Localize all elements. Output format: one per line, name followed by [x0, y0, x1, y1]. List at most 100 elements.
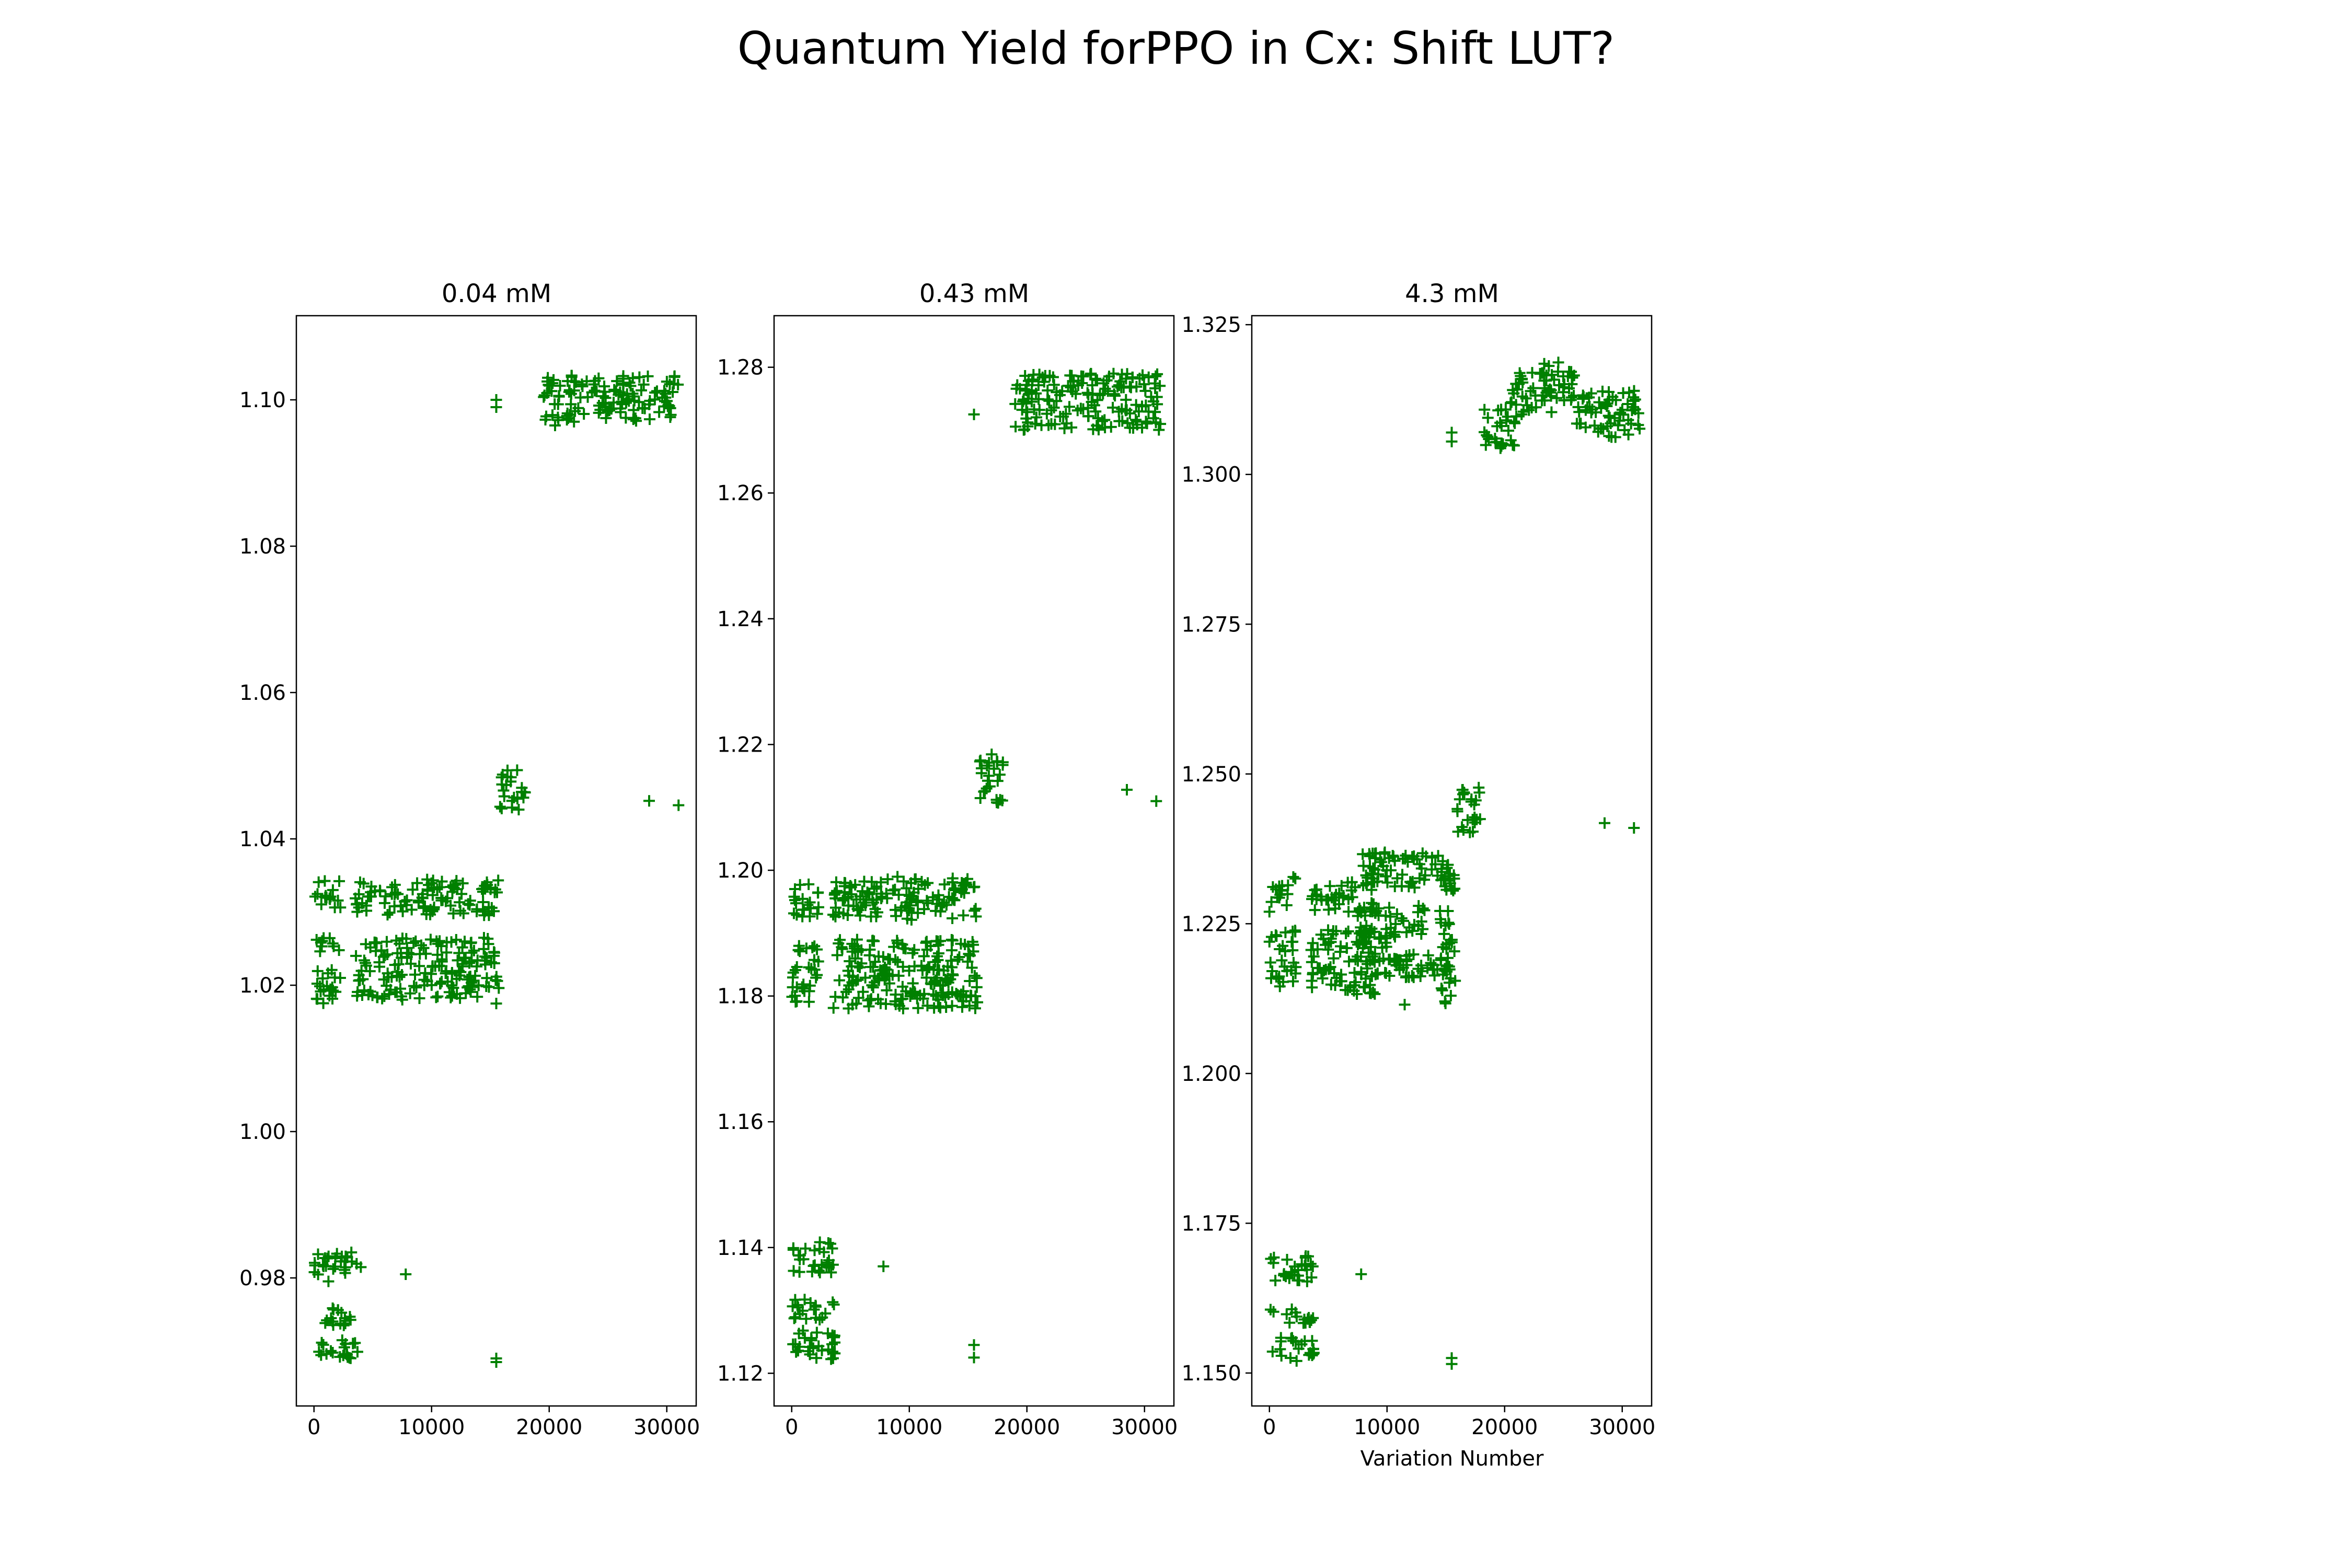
data-point	[1109, 390, 1121, 402]
data-point	[968, 1352, 980, 1364]
data-point	[935, 1002, 947, 1013]
data-point	[490, 401, 502, 413]
data-point	[1335, 880, 1347, 892]
data-point	[419, 900, 431, 912]
data-point	[335, 902, 347, 914]
data-point	[806, 1265, 818, 1277]
data-point	[332, 894, 344, 906]
data-point	[906, 907, 918, 919]
data-point	[1548, 374, 1560, 386]
data-point	[787, 1244, 799, 1256]
data-point	[667, 386, 679, 398]
data-point	[342, 1351, 354, 1363]
data-point	[333, 875, 345, 887]
data-point	[668, 371, 681, 383]
data-point	[1030, 387, 1042, 399]
data-point	[1293, 1274, 1305, 1286]
data-point	[664, 402, 676, 414]
data-point	[468, 944, 480, 956]
data-point	[1127, 372, 1139, 384]
data-point	[1376, 942, 1388, 954]
data-point	[565, 398, 577, 410]
data-point	[577, 381, 589, 393]
data-point	[1138, 378, 1150, 390]
data-point	[921, 895, 933, 907]
data-point	[1370, 905, 1382, 917]
data-point	[396, 952, 408, 964]
data-point	[414, 948, 426, 960]
data-point	[792, 1301, 804, 1313]
data-point	[1558, 395, 1570, 407]
data-point	[1573, 406, 1585, 418]
data-point	[793, 1266, 805, 1278]
data-point	[1536, 395, 1548, 407]
data-point	[1367, 954, 1379, 966]
data-point	[1367, 986, 1379, 998]
data-point	[355, 1261, 367, 1273]
data-point	[1559, 378, 1571, 390]
data-point	[968, 881, 980, 893]
data-point	[489, 883, 501, 895]
data-point	[445, 900, 457, 912]
data-point	[1267, 1306, 1279, 1318]
data-point	[813, 1243, 825, 1255]
data-point	[413, 960, 425, 972]
data-point	[1270, 971, 1282, 983]
x-tick-label: 10000	[1354, 1415, 1420, 1439]
data-point	[578, 408, 590, 420]
data-point	[1070, 388, 1082, 400]
data-point	[1062, 380, 1074, 392]
x-tick-label: 20000	[516, 1415, 582, 1439]
axes-frame	[1251, 315, 1653, 1407]
data-point	[351, 1346, 363, 1358]
data-point	[464, 984, 476, 996]
data-point	[879, 961, 891, 973]
data-point	[1016, 404, 1028, 416]
data-point	[1448, 869, 1460, 881]
data-point	[635, 384, 647, 396]
data-point	[371, 937, 383, 949]
data-point	[376, 993, 388, 1005]
data-point	[423, 879, 435, 891]
data-point	[1359, 982, 1371, 994]
data-point	[404, 987, 416, 999]
x-axis-label: Variation Number	[1361, 1447, 1544, 1471]
data-point	[593, 407, 605, 419]
data-point	[936, 900, 948, 912]
data-point	[390, 935, 402, 947]
data-point	[432, 990, 444, 1002]
data-point	[793, 940, 805, 952]
data-point	[1290, 961, 1302, 973]
data-point	[969, 1002, 981, 1014]
data-point	[947, 935, 959, 947]
data-point	[436, 875, 448, 887]
data-point	[1355, 966, 1367, 978]
data-point	[826, 1242, 838, 1254]
data-point	[1442, 960, 1454, 972]
data-point	[1520, 393, 1532, 405]
data-point	[791, 961, 803, 973]
data-point	[812, 886, 824, 898]
data-point	[811, 1352, 823, 1364]
data-point	[789, 1294, 801, 1306]
data-point	[1482, 431, 1494, 443]
data-point	[1311, 889, 1323, 901]
data-point	[1592, 426, 1604, 438]
data-point	[478, 932, 490, 944]
y-tick-label: 1.325	[1181, 313, 1241, 337]
data-point	[1500, 403, 1512, 416]
data-point	[843, 983, 855, 995]
data-point	[816, 1311, 828, 1323]
data-point	[890, 988, 902, 1000]
data-point	[391, 970, 403, 982]
data-point	[1317, 972, 1329, 984]
data-point	[892, 956, 904, 968]
data-point	[1311, 943, 1323, 955]
data-point	[1384, 910, 1396, 923]
data-point	[857, 896, 869, 908]
y-tick-label: 1.08	[239, 535, 286, 559]
data-point	[410, 982, 422, 994]
data-point	[1274, 981, 1286, 993]
data-point	[1408, 919, 1420, 931]
data-point	[358, 954, 370, 966]
